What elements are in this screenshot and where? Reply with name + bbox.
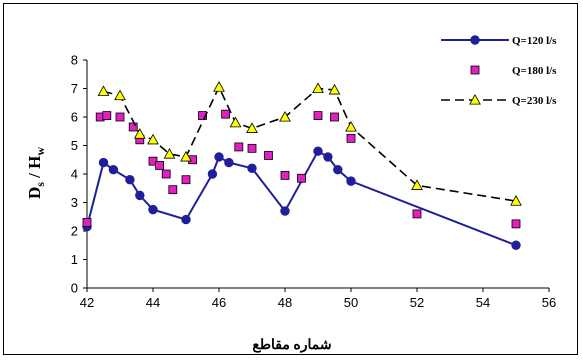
data-point: [163, 148, 176, 159]
x-tick-label: 48: [278, 295, 292, 310]
legend-item: Q=180 l/s: [470, 65, 557, 77]
series-1: [82, 146, 521, 250]
data-point: [312, 82, 324, 94]
data-point: [323, 152, 333, 162]
data-point: [128, 122, 138, 132]
data-point: [264, 151, 273, 160]
legend-label: Q=180 l/s: [512, 65, 557, 77]
y-tick-label: 5: [71, 138, 78, 153]
y-tick-label: 2: [71, 224, 78, 239]
x-axis-label: شماره مقاطع: [252, 338, 331, 353]
y-axis-label-sub1: s: [33, 182, 47, 187]
data-point: [180, 150, 192, 162]
y-tick-label: 4: [71, 167, 78, 182]
series-line: [103, 85, 517, 202]
legend-swatch-marker: [469, 93, 481, 105]
data-point: [114, 89, 126, 101]
y-tick-label: 1: [71, 252, 78, 267]
data-point: [168, 185, 178, 195]
data-point: [98, 157, 109, 168]
data-point: [221, 109, 231, 119]
x-tick-label: 54: [476, 295, 490, 310]
data-point: [330, 112, 339, 122]
data-point: [247, 163, 257, 174]
series-layer: [82, 81, 522, 250]
data-point: [511, 219, 521, 229]
data-point: [181, 175, 191, 185]
data-point: [125, 175, 135, 185]
x-tick-label: 56: [542, 295, 556, 310]
y-tick-label: 6: [71, 110, 78, 125]
data-point: [346, 176, 356, 186]
data-point: [213, 81, 225, 92]
x-tick-label: 44: [146, 295, 160, 310]
data-point: [148, 204, 158, 215]
data-point: [147, 133, 159, 145]
x-tick-label: 46: [212, 295, 226, 310]
data-point: [224, 157, 234, 168]
data-point: [135, 190, 145, 201]
data-point: [247, 143, 257, 153]
data-point: [229, 116, 242, 128]
legend-item: Q=230 l/s: [441, 93, 557, 107]
data-point: [511, 240, 521, 250]
x-tick-label: 42: [80, 295, 94, 310]
data-point: [510, 195, 522, 206]
y-tick-label: 7: [71, 81, 78, 96]
data-point: [279, 110, 291, 122]
legend-label: Q=230 l/s: [512, 95, 557, 107]
data-point: [97, 85, 110, 96]
legend-swatch-marker: [470, 35, 480, 45]
data-point: [313, 146, 323, 156]
data-point: [115, 112, 125, 122]
series-3: [97, 81, 522, 206]
data-point: [234, 142, 244, 152]
data-point: [181, 214, 191, 225]
legend: Q=120 l/s Q=180 l/s Q=230 l/s: [441, 35, 557, 107]
data-point: [313, 111, 323, 120]
data-point: [246, 122, 258, 133]
data-point: [161, 169, 171, 179]
y-axis-label-sub2: w: [33, 147, 47, 156]
data-point: [345, 120, 357, 132]
y-tick-label: 3: [71, 195, 78, 210]
data-point: [214, 152, 224, 162]
y-axis-label: Ds / Hw: [25, 147, 47, 199]
data-point: [280, 171, 290, 180]
data-point: [412, 209, 422, 219]
y-axis-label-mid: / H: [25, 156, 44, 182]
data-point: [102, 111, 112, 120]
data-point: [333, 165, 343, 175]
data-point: [82, 218, 92, 227]
x-tick-label: 52: [410, 295, 424, 310]
x-tick-label: 50: [344, 295, 358, 310]
data-point: [280, 206, 290, 216]
data-point: [108, 165, 119, 175]
data-point: [133, 128, 146, 139]
legend-label: Q=120 l/s: [512, 35, 557, 47]
legend-item: Q=120 l/s: [441, 35, 557, 47]
data-point: [198, 111, 207, 120]
data-point: [328, 83, 341, 95]
legend-swatch-marker: [470, 65, 480, 75]
series-2: [82, 109, 521, 229]
data-point: [297, 173, 306, 183]
data-point: [411, 179, 423, 190]
y-tick-label: 0: [71, 281, 78, 296]
y-tick-label: 8: [71, 53, 78, 68]
data-point: [346, 133, 356, 143]
data-point: [155, 161, 165, 170]
y-axis-label-main: D: [25, 187, 44, 199]
data-point: [207, 169, 218, 179]
